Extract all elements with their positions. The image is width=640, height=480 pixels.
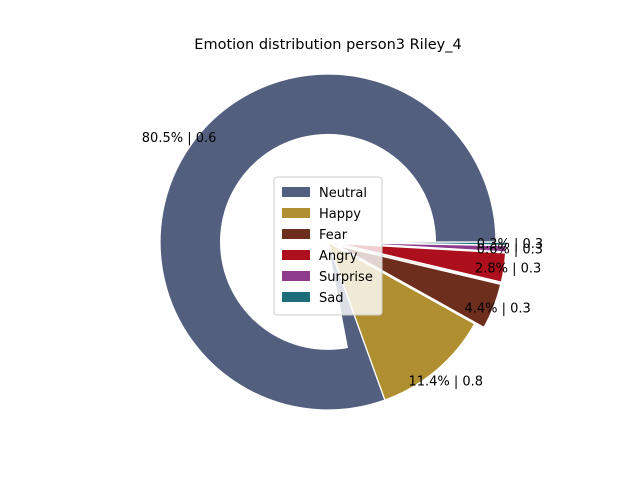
legend-label-neutral: Neutral bbox=[319, 186, 367, 201]
data-labels-layer: 80.5% | 0.6 11.4% | 0.8 4.4% | 0.3 2.8% | 0… bbox=[142, 131, 543, 389]
legend: Neutral Happy Fear Angry Surprise Sad bbox=[273, 176, 383, 316]
legend-swatch-angry bbox=[282, 250, 310, 260]
legend-label-surprise: Surprise bbox=[319, 270, 373, 285]
legend-label-angry: Angry bbox=[319, 249, 358, 264]
data-label-neutral: 80.5% | 0.6 bbox=[142, 131, 217, 146]
legend-swatch-surprise bbox=[282, 271, 310, 281]
legend-label-sad: Sad bbox=[319, 291, 343, 306]
data-label-sad: 0.3% | 0.3 bbox=[477, 237, 543, 252]
legend-swatch-happy bbox=[282, 208, 310, 218]
data-label-happy: 11.4% | 0.8 bbox=[408, 374, 483, 389]
data-label-surprise: 0.6% | 0.3 bbox=[477, 242, 543, 257]
legend-swatch-neutral bbox=[282, 187, 310, 197]
data-label-fear: 4.4% | 0.3 bbox=[464, 301, 530, 316]
legend-label-happy: Happy bbox=[319, 207, 361, 222]
legend-swatch-sad bbox=[282, 292, 310, 302]
data-label-angry: 2.8% | 0.3 bbox=[475, 262, 541, 277]
legend-label-fear: Fear bbox=[319, 228, 348, 243]
chart-title: Emotion distribution person3 Riley_4 bbox=[194, 37, 461, 53]
legend-swatch-fear bbox=[282, 229, 310, 239]
